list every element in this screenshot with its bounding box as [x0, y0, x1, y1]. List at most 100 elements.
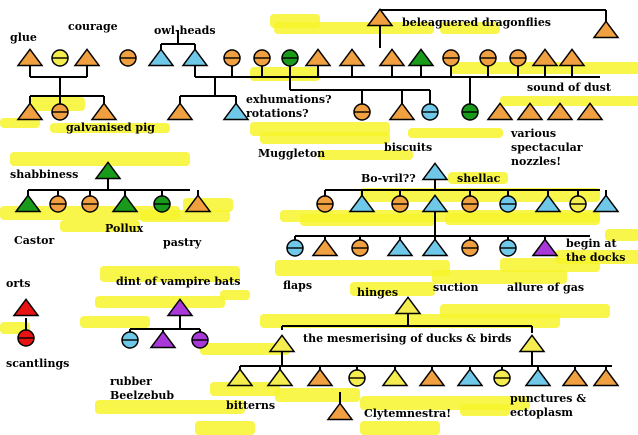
- male-triangle-icon: [421, 238, 449, 257]
- label-pollux: Pollux: [105, 222, 144, 235]
- highlighter-stroke: [60, 220, 140, 232]
- highlighter-stroke: [445, 213, 600, 225]
- text-labels: glue courage owl-heads beleaguered drago…: [6, 16, 625, 420]
- highlighter-stroke: [0, 118, 40, 128]
- highlighter-stroke: [350, 282, 435, 296]
- male-triangle-icon: [592, 20, 620, 39]
- label-glue: glue: [10, 31, 37, 44]
- male-triangle-icon: [576, 102, 604, 121]
- highlighter-stroke: [220, 290, 250, 300]
- highlighter-stroke: [432, 270, 567, 284]
- highlighter-stroke: [195, 421, 255, 435]
- male-triangle-icon: [421, 194, 449, 213]
- label-hinges: hinges: [357, 286, 398, 299]
- label-spectacular: spectacular: [511, 141, 583, 154]
- label-allure-of-gas: allure of gas: [507, 281, 584, 294]
- male-triangle-icon: [149, 330, 177, 349]
- male-triangle-icon: [226, 368, 254, 387]
- label-pastry: pastry: [163, 236, 202, 249]
- highlighter-stroke: [408, 128, 503, 138]
- male-triangle-icon: [592, 194, 620, 213]
- male-triangle-icon: [222, 102, 250, 121]
- label-exhumations: exhumations?: [246, 93, 332, 106]
- male-triangle-icon: [16, 48, 44, 67]
- highlighter-stroke: [440, 22, 500, 34]
- male-triangle-icon: [268, 334, 296, 353]
- label-begin-at: begin at: [566, 237, 618, 250]
- male-triangle-icon: [561, 368, 589, 387]
- label-galvanised-pig: galvanised pig: [66, 121, 155, 134]
- label-suction: suction: [433, 281, 478, 294]
- male-triangle-icon: [12, 298, 40, 317]
- male-triangle-icon: [516, 102, 544, 121]
- label-bovril: Bo-vril??: [361, 172, 416, 185]
- male-triangle-icon: [166, 102, 194, 121]
- label-flaps: flaps: [283, 279, 312, 292]
- male-triangle-icon: [266, 368, 294, 387]
- male-triangle-icon: [534, 194, 562, 213]
- male-triangle-icon: [592, 368, 620, 387]
- male-triangle-icon: [378, 48, 406, 67]
- male-triangle-icon: [531, 238, 559, 257]
- male-triangle-icon: [394, 296, 422, 315]
- male-triangle-icon: [90, 102, 118, 121]
- male-triangle-icon: [311, 238, 339, 257]
- label-shabbiness: shabbiness: [10, 168, 78, 181]
- male-triangle-icon: [421, 162, 449, 181]
- label-scantlings: scantlings: [6, 357, 69, 370]
- highlighter-stroke: [460, 404, 510, 416]
- label-bitterns: bitterns: [226, 399, 275, 412]
- label-the-docks: the docks: [566, 251, 625, 264]
- male-triangle-icon: [407, 48, 435, 67]
- label-owl-heads: owl-heads: [154, 24, 216, 37]
- label-dint-of-vampire-bats: dint of vampire bats: [116, 275, 240, 288]
- male-triangle-icon: [184, 194, 212, 213]
- label-clytemnestra: Clytemnestra!: [364, 407, 451, 420]
- highlighter-stroke: [300, 214, 435, 226]
- male-triangle-icon: [16, 102, 44, 121]
- male-triangle-icon: [111, 194, 139, 213]
- highlighter-stroke: [250, 67, 320, 81]
- highlighter-stroke: [440, 304, 610, 318]
- highlighter-stroke: [318, 150, 413, 160]
- label-rotations: rotations?: [246, 107, 309, 120]
- male-triangle-icon: [94, 161, 122, 180]
- highlighter-marks: [0, 14, 638, 435]
- male-triangle-icon: [348, 194, 376, 213]
- male-triangle-icon: [326, 402, 354, 421]
- highlighter-stroke: [260, 132, 390, 144]
- label-orts: orts: [6, 277, 30, 290]
- label-biscuits: biscuits: [384, 141, 432, 154]
- highlighter-stroke: [10, 152, 190, 166]
- highlighter-stroke: [274, 22, 434, 34]
- male-triangle-icon: [558, 48, 586, 67]
- label-sound-of-dust: sound of dust: [527, 81, 612, 94]
- label-mesmerising: the mesmerising of ducks & birds: [303, 332, 511, 345]
- male-triangle-icon: [181, 48, 209, 67]
- label-shellac: shellac: [457, 172, 501, 185]
- male-triangle-icon: [486, 102, 514, 121]
- label-beelzebub: Beelzebub: [110, 389, 174, 402]
- highlighter-stroke: [360, 421, 440, 435]
- male-triangle-icon: [386, 238, 414, 257]
- male-triangle-icon: [531, 48, 559, 67]
- male-triangle-icon: [518, 334, 546, 353]
- label-rubber: rubber: [110, 375, 152, 388]
- male-triangle-icon: [366, 8, 394, 27]
- label-beleaguered-dragonflies: beleaguered dragonflies: [402, 16, 551, 29]
- label-castor: Castor: [14, 234, 54, 247]
- male-triangle-icon: [166, 298, 194, 317]
- male-triangle-icon: [546, 102, 574, 121]
- label-nozzles: nozzles!: [511, 155, 561, 168]
- highlighter-stroke: [500, 96, 638, 106]
- label-punctures: punctures &: [510, 392, 586, 405]
- male-triangle-icon: [381, 368, 409, 387]
- family-nodes: [12, 8, 620, 421]
- label-various: various: [510, 127, 556, 140]
- highlighter-stroke: [95, 400, 245, 414]
- male-triangle-icon: [14, 194, 42, 213]
- highlighter-stroke: [275, 260, 450, 276]
- male-triangle-icon: [338, 48, 366, 67]
